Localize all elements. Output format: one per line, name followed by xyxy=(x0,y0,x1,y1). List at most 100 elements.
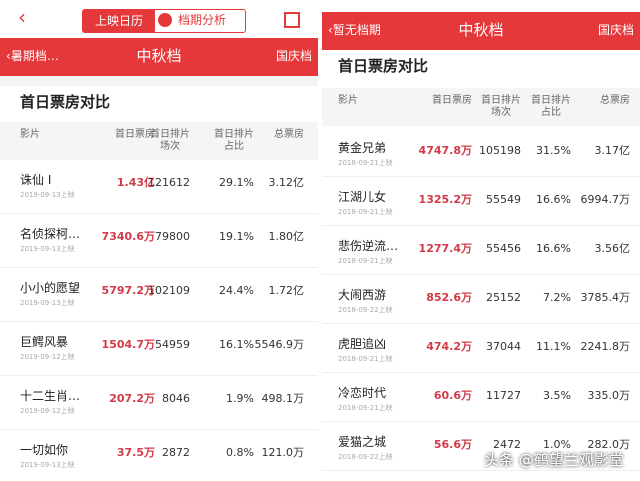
cell: 31.5% xyxy=(536,144,571,157)
nav-prev[interactable]: ‹暑期档… xyxy=(6,49,59,63)
first-day-box-office: 7340.6万 xyxy=(101,230,155,243)
cell: 102109 xyxy=(148,284,190,297)
cell: 16.1% xyxy=(219,338,254,351)
nav-next[interactable]: 国庆档 xyxy=(275,49,312,63)
table-header-bg xyxy=(0,122,318,160)
release-date: 2018-09-22上映 xyxy=(338,306,393,314)
cell: 3.5% xyxy=(543,389,571,402)
release-date: 2018-09-21上映 xyxy=(338,257,393,265)
movie-title[interactable]: 虎胆追凶 xyxy=(338,337,387,351)
cell: 2872 xyxy=(162,446,190,459)
column-header: 首日排片 场次 xyxy=(150,129,190,152)
row-divider xyxy=(322,225,640,226)
movie-title[interactable]: 十二生肖… xyxy=(20,389,81,403)
tab-group xyxy=(82,9,246,33)
first-day-box-office: 5797.2万 xyxy=(101,284,155,297)
row-divider xyxy=(322,470,640,471)
cell: 5546.9万 xyxy=(254,338,305,351)
release-date: 2018-09-21上映 xyxy=(338,355,393,363)
first-day-box-office: 1325.2万 xyxy=(418,193,472,206)
cell: 19.1% xyxy=(219,230,254,243)
column-header: 总票房 xyxy=(600,95,630,106)
first-day-box-office: 474.2万 xyxy=(426,340,472,353)
column-header: 首日排片 占比 xyxy=(531,95,571,118)
movie-title[interactable]: 名侦探柯… xyxy=(20,227,81,241)
cell: 55456 xyxy=(486,242,521,255)
cell: 498.1万 xyxy=(261,392,305,405)
row-divider xyxy=(0,375,318,376)
section-title: 首日票房对比 xyxy=(338,57,429,75)
movie-title[interactable]: 冷恋时代 xyxy=(338,386,387,400)
nav-next[interactable]: 国庆档 xyxy=(597,23,634,37)
tab[interactable]: 上映日历 xyxy=(83,10,155,32)
movie-title[interactable]: 诛仙 Ⅰ xyxy=(20,173,52,187)
divider xyxy=(0,76,318,86)
release-date: 2019-09-12上映 xyxy=(20,407,75,415)
cell: 282.0万 xyxy=(587,438,631,451)
movie-title[interactable]: 爱猫之城 xyxy=(338,435,387,449)
release-date: 2019-09-13上映 xyxy=(20,299,75,307)
movie-title[interactable]: 悲伤逆流… xyxy=(338,239,399,253)
cell: 3.12亿 xyxy=(268,176,305,189)
row-divider xyxy=(322,274,640,275)
first-day-box-office: 56.6万 xyxy=(433,438,472,451)
cell: 3.56亿 xyxy=(594,242,631,255)
release-date: 2019-09-13上映 xyxy=(20,245,75,253)
cell: 121.0万 xyxy=(261,446,305,459)
nav-prev[interactable]: ‹暂无档期 xyxy=(328,23,381,37)
column-header: 首日票房 xyxy=(115,129,155,140)
first-day-box-office: 60.6万 xyxy=(433,389,472,402)
nav-title: 中秋档 xyxy=(458,21,504,39)
release-date: 2019-09-13上映 xyxy=(20,191,75,199)
movie-title[interactable]: 一切如你 xyxy=(20,443,69,457)
movie-title[interactable]: 小小的愿望 xyxy=(20,281,81,295)
release-date: 2018-09-21上映 xyxy=(338,208,393,216)
cell: 335.0万 xyxy=(587,389,631,402)
release-date: 2019-09-12上映 xyxy=(20,353,75,361)
row-divider xyxy=(322,176,640,177)
first-day-box-office: 4747.8万 xyxy=(418,144,472,157)
cell: 54959 xyxy=(155,338,190,351)
row-divider xyxy=(0,429,318,430)
release-date: 2018-09-21上映 xyxy=(338,404,393,412)
cell: 29.1% xyxy=(219,176,254,189)
movie-title[interactable]: 江湖儿女 xyxy=(338,190,387,204)
first-day-box-office: 1.43亿 xyxy=(116,176,155,189)
cell: 1.80亿 xyxy=(268,230,305,243)
back-icon[interactable]: ‹ xyxy=(18,5,26,29)
row-divider xyxy=(0,213,318,214)
cell: 79800 xyxy=(155,230,190,243)
nav-title: 中秋档 xyxy=(136,47,182,65)
first-day-box-office: 1504.7万 xyxy=(101,338,155,351)
cell: 121612 xyxy=(148,176,190,189)
column-header: 首日票房 xyxy=(432,95,472,106)
movie-title[interactable]: 巨鳄风暴 xyxy=(20,335,69,349)
cell: 3785.4万 xyxy=(580,291,631,304)
share-icon[interactable] xyxy=(284,12,300,28)
first-day-box-office: 852.6万 xyxy=(426,291,472,304)
cell: 7.2% xyxy=(543,291,571,304)
cell: 8046 xyxy=(162,392,190,405)
owl-icon xyxy=(158,13,172,27)
cell: 55549 xyxy=(486,193,521,206)
cell: 11727 xyxy=(486,389,521,402)
tab[interactable]: 档期分析 xyxy=(178,13,227,27)
table-header-bg xyxy=(322,88,640,126)
release-date: 2018-09-22上映 xyxy=(338,453,393,461)
cell: 25152 xyxy=(486,291,521,304)
watermark: 头条 @鹤望兰观影堂 xyxy=(484,451,624,469)
cell: 0.8% xyxy=(226,446,254,459)
row-divider xyxy=(322,323,640,324)
column-header: 影片 xyxy=(338,95,358,106)
cell: 1.0% xyxy=(543,438,571,451)
release-date: 2018-09-21上映 xyxy=(338,159,393,167)
cell: 24.4% xyxy=(219,284,254,297)
first-day-box-office: 1277.4万 xyxy=(418,242,472,255)
movie-title[interactable]: 大闹西游 xyxy=(338,288,387,302)
movie-title[interactable]: 黄金兄弟 xyxy=(338,141,387,155)
column-header: 总票房 xyxy=(274,129,304,140)
row-divider xyxy=(322,421,640,422)
column-header: 影片 xyxy=(20,129,40,140)
right-screen: ‹暂无档期 中秋档 国庆档 首日票房对比 影片 首日票房 首日排片 场次 首日排片 占比 总票房… xyxy=(322,0,640,481)
